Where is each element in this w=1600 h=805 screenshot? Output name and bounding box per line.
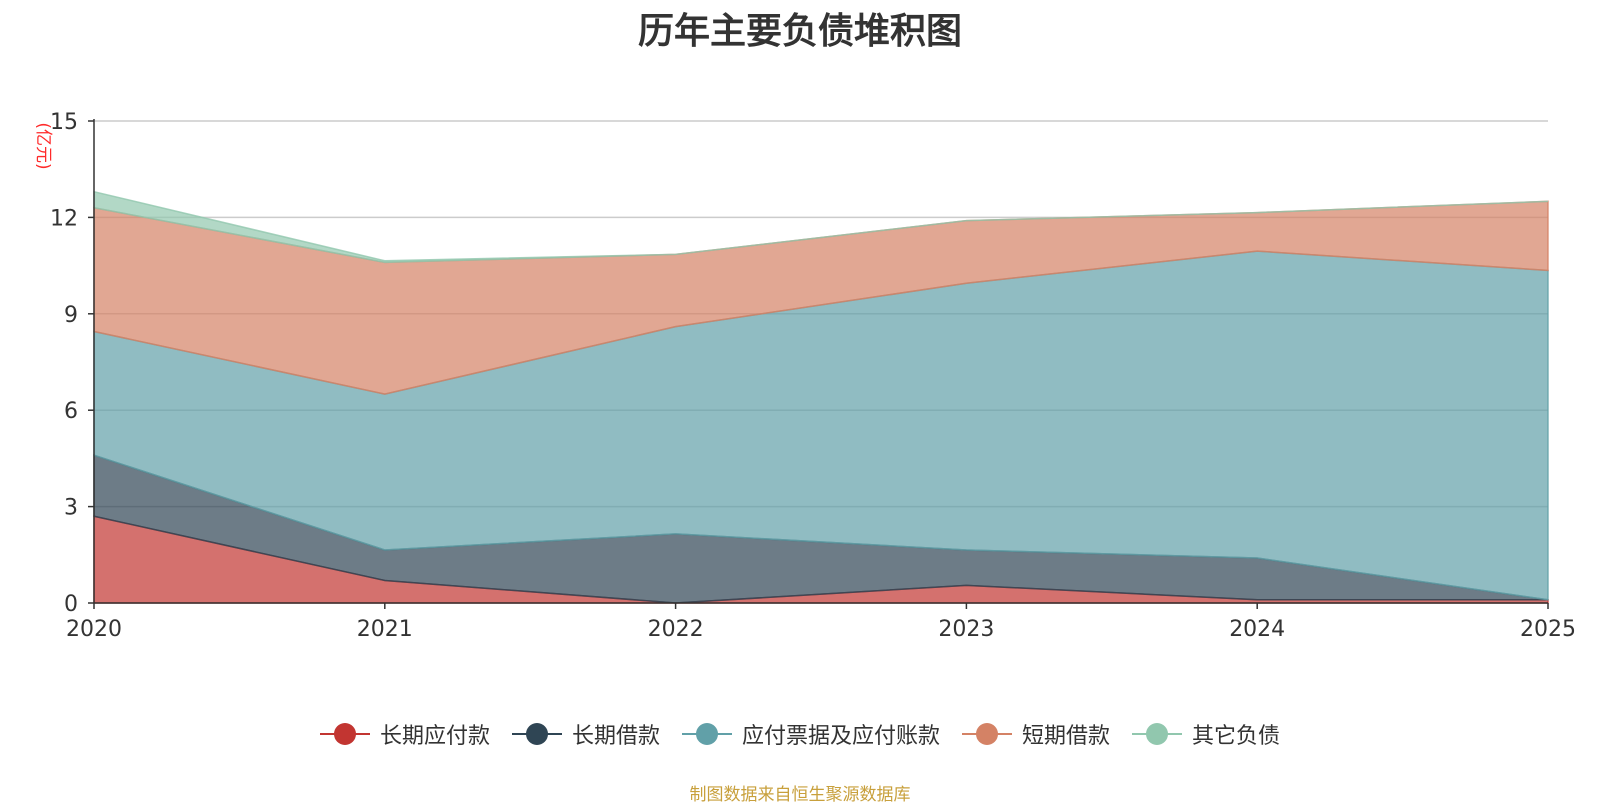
legend-marker-icon (511, 722, 562, 746)
x-tick-label: 2025 (1520, 617, 1576, 642)
y-tick-label: 12 (50, 206, 78, 231)
x-tick-label: 2022 (648, 617, 704, 642)
x-tick-label: 2023 (938, 617, 994, 642)
source-note: 制图数据来自恒生聚源数据库 (689, 785, 911, 805)
y-tick-label: 6 (64, 399, 78, 424)
x-tick-label: 2020 (66, 617, 122, 642)
legend: 长期应付款 长期借款 应付票据及应付账款 短期借款 其它负债 (0, 718, 1600, 750)
legend-item-2[interactable]: 长期借款 (511, 718, 660, 750)
chart-title: 历年主要负债堆积图 (637, 11, 962, 52)
legend-marker-icon (962, 722, 1012, 746)
legend-label: 其它负债 (1192, 724, 1281, 749)
y-tick-label: 3 (64, 496, 78, 521)
legend-marker-icon (319, 722, 370, 746)
legend-marker-icon (1132, 722, 1183, 746)
legend-item-1[interactable]: 长期应付款 (319, 718, 490, 750)
x-tick-label: 2021 (357, 617, 413, 642)
y-tick-label: 0 (64, 592, 78, 617)
legend-item-4[interactable]: 短期借款 (962, 718, 1110, 750)
legend-item-3[interactable]: 应付票据及应付账款 (681, 718, 940, 750)
legend-label: 长期应付款 (379, 724, 490, 749)
legend-label: 短期借款 (1022, 724, 1111, 749)
x-tick-label: 2024 (1229, 617, 1285, 642)
axes: 0 3 6 9 12 15 2020 2021 2022 2023 2024 2025 (亿元) (33, 110, 1576, 642)
area-series-5 (93, 190, 1549, 264)
y-tick-label: 9 (64, 303, 78, 328)
y-axis-unit-label: (亿元) (33, 122, 53, 169)
legend-item-5[interactable]: 其它负债 (1132, 718, 1280, 750)
y-tick-label: 15 (50, 110, 78, 135)
stacked-areas (93, 190, 1549, 604)
legend-label: 长期借款 (571, 724, 660, 749)
legend-marker-icon (681, 722, 732, 746)
legend-label: 应付票据及应付账款 (741, 724, 940, 749)
